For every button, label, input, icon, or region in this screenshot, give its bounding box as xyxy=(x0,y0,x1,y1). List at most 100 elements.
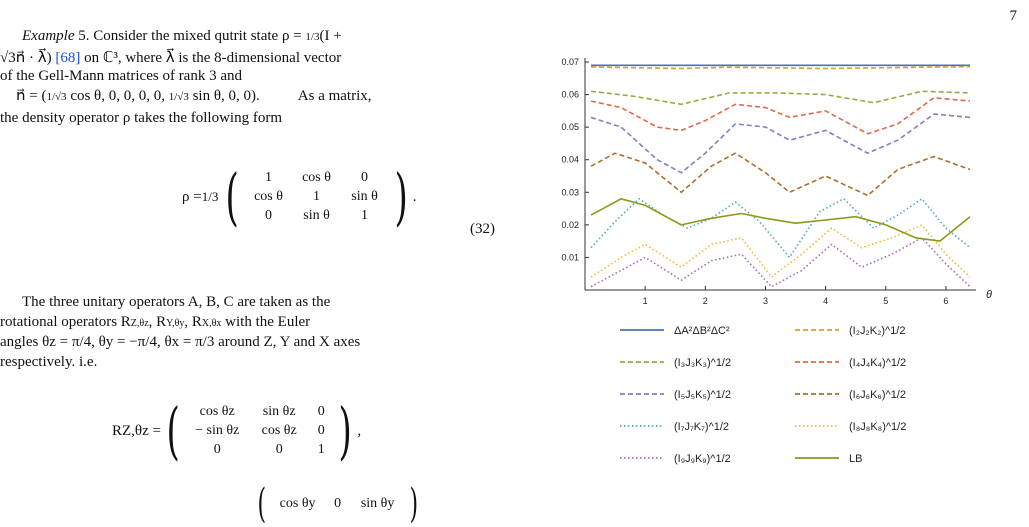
series-line-3 xyxy=(590,90,971,106)
fraction: 1/3 xyxy=(201,189,219,204)
series-line-8 xyxy=(590,224,971,278)
matrix-cell: 1 xyxy=(317,442,325,457)
legend-label-4: (I₄J₄K₄)^1/2 xyxy=(849,357,906,369)
equation-period: . xyxy=(412,188,417,205)
matrix-cell: 0 xyxy=(361,170,369,185)
subscripts: Z,θz xyxy=(130,318,149,329)
right-paren: ) xyxy=(393,160,408,233)
density-matrix: 1 cos θ 0 cos θ 1 sin θ 0 sin θ 1 xyxy=(245,169,389,226)
vector-n: n⃗ = ( xyxy=(16,88,47,104)
subscripts: Y,θy xyxy=(166,318,185,329)
equation-lhs: ρ = xyxy=(182,188,202,205)
y-tick-label: 0.02 xyxy=(561,220,579,230)
left-paren: ( xyxy=(166,394,180,467)
text-line-1-body: Consider the mixed qutrit state ρ = xyxy=(93,28,306,44)
text-line-1-tail: (I + xyxy=(319,28,342,44)
matrix-cell: cos θ xyxy=(302,170,331,185)
x-tick-label: 2 xyxy=(703,296,708,306)
legend-label-10: LB xyxy=(849,453,862,465)
left-paren: ( xyxy=(225,160,240,233)
equation-lhs: RZ,θz = xyxy=(112,422,161,439)
series-line-9 xyxy=(590,237,971,288)
text-line-3-body: of the Gell-Mann matrices of rank 3 and xyxy=(0,68,242,84)
matrix-cell: 0 xyxy=(213,442,221,457)
para2-line-1-body: The three unitary operators A, B, C are … xyxy=(22,294,331,310)
text-line-1: Example 5. Consider the mixed qutrit sta… xyxy=(22,26,342,47)
rotation-matrix-z: RZ,θz = ( cos θz sin θz 0 − sin θz cos θz 0 … xyxy=(112,400,361,462)
example-number: 5. xyxy=(78,28,90,44)
legend-label-2: (I₂J₂K₂)^1/2 xyxy=(849,325,905,337)
chart-axes: 0.01 0.02 0.03 0.04 0.05 0.06 0.07 1 2 3 4 5 6 θ xyxy=(561,57,992,306)
y-tick-label: 0.06 xyxy=(561,90,579,100)
legend-label-6: (I₆J₆K₆)^1/2 xyxy=(849,389,906,401)
rz-matrix: cos θz sin θz 0 − sin θz cos θz 0 0 0 1 xyxy=(185,403,333,460)
series-line-4 xyxy=(590,97,971,135)
text-line-3: of the Gell-Mann matrices of rank 3 and xyxy=(0,66,242,86)
x-tick-label: 5 xyxy=(883,296,888,306)
citation-link[interactable]: [68] xyxy=(55,50,81,66)
text-line-5-body: the density operator ρ takes the followi… xyxy=(0,110,282,126)
series-line-5 xyxy=(590,113,971,174)
legend-label-7: (I₇J₇K₇)^1/2 xyxy=(674,421,729,433)
y-tick-label: 0.04 xyxy=(561,155,579,165)
matrix-cell: 0 xyxy=(265,208,273,223)
equation-number: (32) xyxy=(470,221,495,237)
x-tick-label: 3 xyxy=(763,296,768,306)
para2-line-1: The three unitary operators A, B, C are … xyxy=(22,292,330,312)
text-line-4-b: cos θ, 0, 0, 0, 0, xyxy=(66,88,169,104)
series-line-2 xyxy=(590,65,971,70)
example-label: Example xyxy=(22,28,75,44)
matrix-cell: 1 xyxy=(361,208,369,223)
matrix-cell: cos θy xyxy=(279,496,316,511)
legend-label-1: ΔA²ΔB²ΔC² xyxy=(674,325,730,337)
matrix-cell: 0 xyxy=(334,496,342,511)
rotation-matrix-y: ( cos θy 0 sin θy ) xyxy=(254,484,421,524)
matrix-cell: cos θ xyxy=(254,189,283,204)
fraction: 1/3 xyxy=(305,31,320,43)
matrix-cell: 1 xyxy=(265,170,273,185)
para2-line-3: angles θz = π/4, θy = −π/4, θx = π/3 aro… xyxy=(0,332,360,352)
matrix-cell: cos θz xyxy=(199,404,235,419)
para2-line-2-body: rotational operators R xyxy=(0,314,131,330)
series-line-10 xyxy=(590,198,971,242)
legend-label-3: (I₃J₃K₃)^1/2 xyxy=(674,357,731,369)
x-tick-label: 6 xyxy=(943,296,948,306)
ry-row: cos θy 0 sin θy xyxy=(270,496,406,512)
matrix-cell: 1 xyxy=(313,189,321,204)
para2-line-2-tail: with the Euler xyxy=(221,314,311,330)
matrix-cell: − sin θz xyxy=(195,423,240,438)
matrix-cell: sin θz xyxy=(262,404,296,419)
left-paren: ( xyxy=(257,481,267,527)
para2-line-4: respectively. i.e. xyxy=(0,352,97,372)
matrix-cell: 0 xyxy=(317,404,325,419)
right-paren: ) xyxy=(409,481,418,527)
x-tick-label: 4 xyxy=(823,296,828,306)
fraction: 1/√3 xyxy=(168,91,189,103)
chart-legend: ΔA²ΔB²ΔC² (I₂J₂K₂)^1/2 (I₃J₃K₃)^1/2 (I₄J₄K₄… xyxy=(620,325,906,465)
y-tick-label: 0.07 xyxy=(561,57,579,67)
y-tick-label: 0.03 xyxy=(561,187,579,197)
page-number: 7 xyxy=(1009,8,1018,24)
text-line-4-c: sin θ, 0, 0). xyxy=(188,88,260,104)
para2-line-2: rotational operators RZ,θz, RY,θy, RX,θx… xyxy=(0,314,311,330)
matrix-cell: cos θz xyxy=(261,423,297,438)
legend-label-8: (I₈J₈K₈)^1/2 xyxy=(849,421,906,433)
series-line-6 xyxy=(590,152,971,197)
fraction: 1/√3 xyxy=(46,91,67,103)
matrix-cell: 0 xyxy=(275,442,283,457)
text-line-4-d: As a matrix, xyxy=(297,88,372,104)
text-line-2-b: on ℂ³, where λ⃗ is the 8-dimensional vec… xyxy=(80,50,342,66)
line-chart: 0.01 0.02 0.03 0.04 0.05 0.06 0.07 1 2 3 4 5 6 θ ΔA²Δ… xyxy=(561,57,992,465)
matrix-cell: sin θ xyxy=(303,208,330,223)
y-tick-label: 0.05 xyxy=(561,122,579,132)
matrix-cell: 0 xyxy=(317,423,325,438)
subscripts: X,θx xyxy=(201,318,222,329)
sqrt-3: √3 xyxy=(0,50,16,66)
legend-label-9: (I₉J₉K₉)^1/2 xyxy=(674,453,731,465)
y-tick-label: 0.01 xyxy=(561,252,579,262)
text-line-2: √3n⃗ · λ⃗) [68] on ℂ³, where λ⃗ is the 8… xyxy=(0,48,341,68)
matrix-cell: sin θy xyxy=(360,496,395,511)
text-line-5: the density operator ρ takes the followi… xyxy=(0,108,282,128)
right-paren: ) xyxy=(338,394,352,467)
